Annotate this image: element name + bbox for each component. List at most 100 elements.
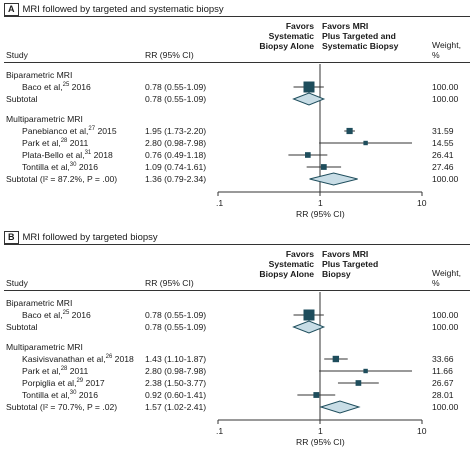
study-rr-ci: 2.38 (1.50-3.77) bbox=[145, 378, 207, 388]
subtotal-weight: 100.00 bbox=[432, 402, 459, 412]
x-axis-tick-label: 1 bbox=[318, 198, 323, 208]
study-author: Baco et al, bbox=[22, 310, 63, 320]
study-author: Plata-Bello et al, bbox=[22, 150, 85, 160]
rule-line bbox=[4, 244, 470, 245]
column-header-study: Study bbox=[6, 278, 28, 288]
study-rr-ci: 0.92 (0.60-1.41) bbox=[145, 390, 207, 400]
study-name: Park et al,28 2011 bbox=[22, 138, 88, 148]
study-rr-ci: 2.80 (0.98-7.98) bbox=[145, 138, 207, 148]
column-header-study: Study bbox=[6, 50, 28, 60]
study-reference: 25 bbox=[62, 82, 70, 89]
effect-size-marker bbox=[363, 140, 368, 146]
column-header-weight: Weight, bbox=[432, 268, 461, 278]
favors-right-label: Favors MRI bbox=[322, 21, 369, 31]
subtotal-rr-ci: 1.36 (0.79-2.34) bbox=[145, 174, 207, 184]
study-name: Kasivisvanathan et al,26 2018 bbox=[22, 354, 134, 364]
subtotal-label: Subtotal bbox=[6, 94, 38, 104]
study-rr-ci: 2.80 (0.98-7.98) bbox=[145, 366, 207, 376]
effect-size-marker bbox=[355, 380, 362, 386]
favors-left-label: Systematic bbox=[268, 259, 314, 269]
subtotal-label: Subtotal bbox=[6, 322, 38, 332]
effect-size-marker bbox=[305, 152, 311, 158]
effect-size-marker bbox=[363, 368, 368, 374]
study-reference: 31 bbox=[84, 150, 92, 157]
study-author: Porpiglia et al, bbox=[22, 378, 77, 388]
forest-plot-svg bbox=[217, 64, 423, 196]
study-name: Porpiglia et al,29 2017 bbox=[22, 378, 105, 388]
study-year: 2015 bbox=[95, 126, 117, 136]
effect-size-marker bbox=[303, 81, 315, 93]
panel-title-text: MRI followed by targeted biopsy bbox=[22, 232, 158, 243]
column-header-weight: Weight, bbox=[432, 40, 461, 50]
subtotal-rr-ci: 0.78 (0.55-1.09) bbox=[145, 322, 207, 332]
study-rr-ci: 0.76 (0.49-1.18) bbox=[145, 150, 207, 160]
study-reference: 28 bbox=[60, 366, 68, 373]
study-rr-ci: 1.95 (1.73-2.20) bbox=[145, 126, 207, 136]
group-label: Biparametric MRI bbox=[6, 70, 73, 80]
effect-size-marker bbox=[313, 392, 320, 398]
pooled-estimate-diamond bbox=[292, 92, 326, 106]
group-label: Biparametric MRI bbox=[6, 298, 73, 308]
study-year: 2016 bbox=[76, 390, 98, 400]
study-weight: 26.67 bbox=[432, 378, 454, 388]
x-axis-tick-label: .1 bbox=[216, 426, 224, 436]
forest-plot-panel-b: B MRI followed by targeted biopsy Study RR… bbox=[0, 228, 474, 447]
x-axis-tick-label: 1 bbox=[318, 426, 323, 436]
study-reference: 30 bbox=[69, 162, 77, 169]
study-author: Tontilla et al, bbox=[22, 390, 70, 400]
study-weight: 26.41 bbox=[432, 150, 454, 160]
study-reference: 25 bbox=[62, 310, 70, 317]
subtotal-weight: 100.00 bbox=[432, 94, 459, 104]
favors-right-label: Favors MRI bbox=[322, 249, 369, 259]
study-rr-ci: 0.78 (0.55-1.09) bbox=[145, 82, 207, 92]
study-weight: 11.66 bbox=[432, 366, 453, 376]
favors-left-label: Favors bbox=[285, 249, 314, 259]
study-reference: 30 bbox=[69, 390, 77, 397]
forest-plot-svg bbox=[217, 292, 423, 424]
study-year: 2018 bbox=[112, 354, 134, 364]
column-header-rr: RR (95% CI) bbox=[145, 278, 194, 288]
subtotal-weight: 100.00 bbox=[432, 322, 459, 332]
study-weight: 27.46 bbox=[432, 162, 454, 172]
pooled-estimate-diamond bbox=[309, 172, 358, 186]
study-rr-ci: 0.78 (0.55-1.09) bbox=[145, 310, 207, 320]
favors-right-label: Plus Targeted and bbox=[322, 31, 396, 41]
study-year: 2018 bbox=[91, 150, 113, 160]
x-axis-tick-label: 10 bbox=[417, 426, 427, 436]
panel-letter: B bbox=[4, 231, 19, 244]
group-label: Multiparametric MRI bbox=[6, 114, 83, 124]
study-reference: 26 bbox=[105, 354, 113, 361]
study-reference: 27 bbox=[88, 126, 96, 133]
subtotal-label: Subtotal (I² = 70.7%, P = .02) bbox=[6, 402, 118, 412]
effect-size-marker bbox=[303, 309, 315, 321]
panel-title: A MRI followed by targeted and systematic… bbox=[4, 3, 224, 16]
favors-right-label: Biopsy bbox=[322, 269, 351, 279]
subtotal-rr-ci: 1.57 (1.02-2.41) bbox=[145, 402, 207, 412]
study-year: 2017 bbox=[83, 378, 105, 388]
study-name: Panebianco et al,27 2015 bbox=[22, 126, 117, 136]
rule-line bbox=[4, 62, 470, 63]
study-name: Plata-Bello et al,31 2018 bbox=[22, 150, 113, 160]
study-reference: 29 bbox=[76, 378, 84, 385]
study-rr-ci: 1.09 (0.74-1.61) bbox=[145, 162, 207, 172]
rule-line bbox=[4, 16, 470, 17]
favors-left-label: Systematic bbox=[268, 31, 314, 41]
study-author: Baco et al, bbox=[22, 82, 63, 92]
column-header-rr: RR (95% CI) bbox=[145, 50, 194, 60]
study-author: Park et al, bbox=[22, 138, 61, 148]
forest-plot-panel-a: A MRI followed by targeted and systematic… bbox=[4, 3, 470, 219]
group-label: Multiparametric MRI bbox=[6, 342, 83, 352]
study-name: Baco et al,25 2016 bbox=[22, 82, 91, 92]
pooled-estimate-diamond bbox=[319, 400, 361, 414]
favors-left-label: Biopsy Alone bbox=[259, 41, 314, 51]
study-name: Tontilla et al,30 2016 bbox=[22, 390, 98, 400]
study-name: Baco et al,25 2016 bbox=[22, 310, 91, 320]
study-rr-ci: 1.43 (1.10-1.87) bbox=[145, 354, 207, 364]
study-weight: 100.00 bbox=[432, 310, 459, 320]
column-header-weight: % bbox=[432, 50, 440, 60]
favors-left-label: Favors bbox=[285, 21, 314, 31]
study-weight: 100.00 bbox=[432, 82, 459, 92]
study-name: Tontilla et al,30 2016 bbox=[22, 162, 98, 172]
study-author: Park et al, bbox=[22, 366, 61, 376]
study-year: 2016 bbox=[69, 82, 91, 92]
